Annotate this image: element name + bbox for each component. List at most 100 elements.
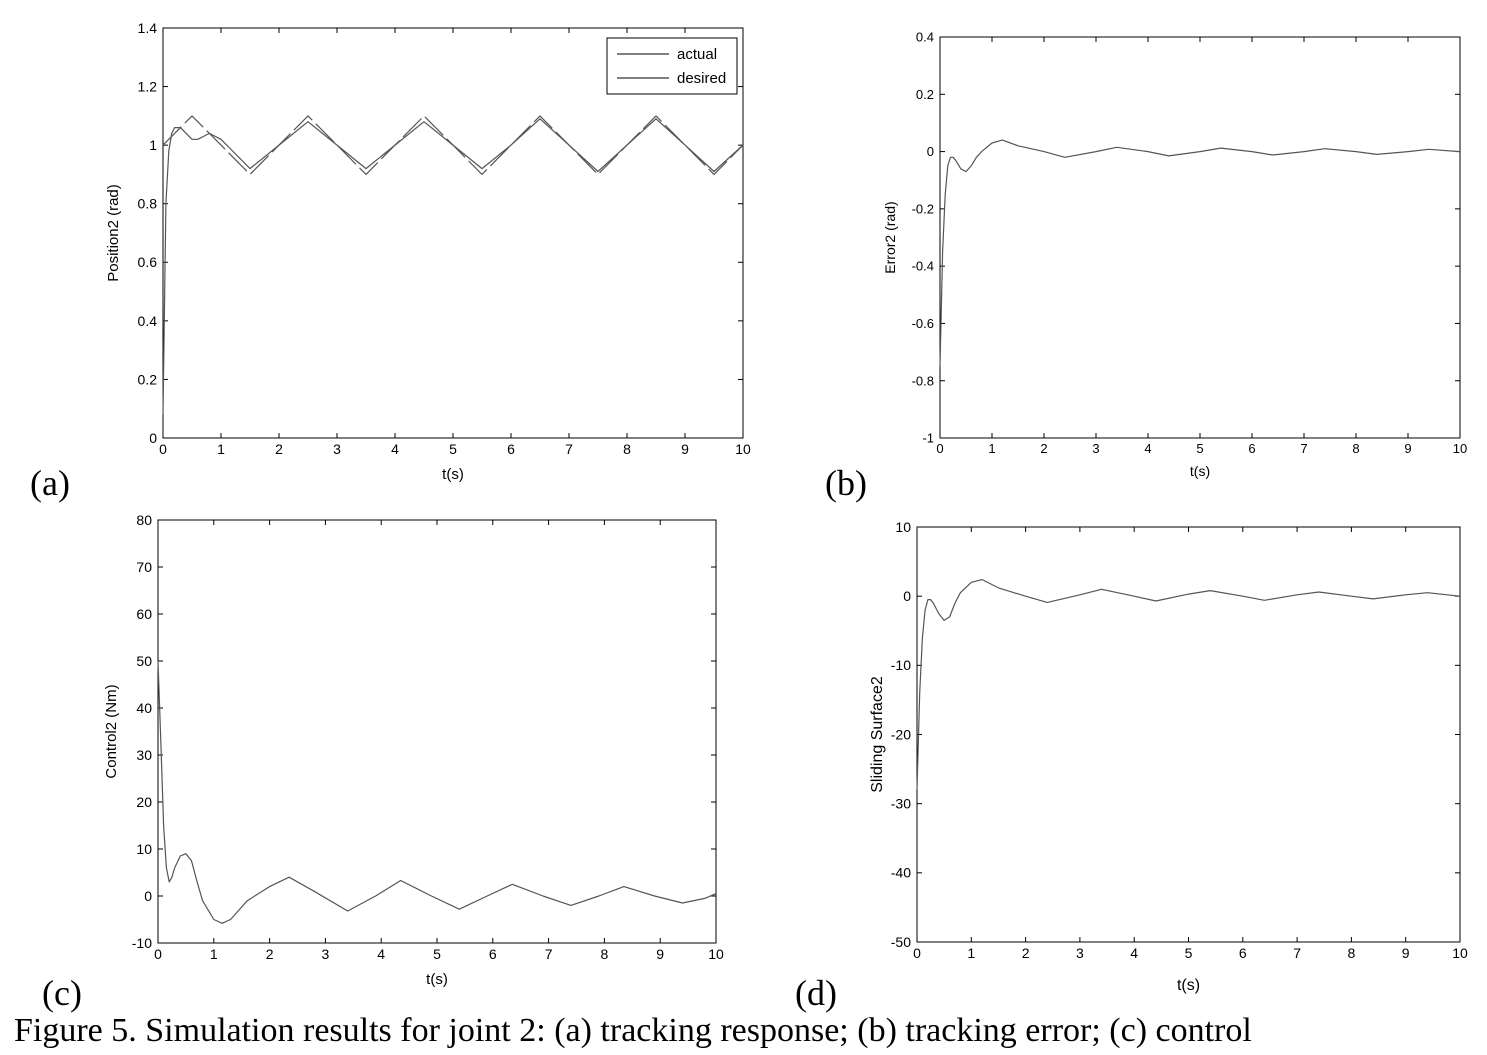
x-tick-label: 2 bbox=[275, 441, 283, 457]
y-tick-label: 1 bbox=[149, 137, 157, 153]
y-tick-label: 1.4 bbox=[138, 20, 158, 36]
y-tick-label: -30 bbox=[891, 796, 911, 812]
y-tick-label: -40 bbox=[891, 865, 911, 881]
x-tick-label: 9 bbox=[1402, 945, 1410, 961]
x-tick-label: 1 bbox=[988, 441, 995, 456]
x-tick-label: 2 bbox=[266, 946, 274, 962]
x-axis-label: t(s) bbox=[1190, 463, 1210, 479]
plot-frame bbox=[916, 526, 1461, 943]
x-tick-label: 10 bbox=[708, 946, 724, 962]
y-tick-label: 0 bbox=[927, 144, 934, 159]
x-tick-label: 4 bbox=[377, 946, 385, 962]
y-tick-label: 0.8 bbox=[138, 196, 158, 212]
series-line-actual bbox=[162, 118, 744, 415]
x-tick-label: 0 bbox=[154, 946, 162, 962]
figure-caption: Figure 5. Simulation results for joint 2… bbox=[14, 1012, 1252, 1049]
x-tick-label: 7 bbox=[545, 946, 553, 962]
x-tick-label: 6 bbox=[1239, 945, 1247, 961]
x-tick-label: 1 bbox=[967, 945, 975, 961]
y-tick-label: 20 bbox=[136, 794, 152, 810]
y-axis-label: Position2 (rad) bbox=[105, 184, 122, 282]
y-axis-label: Error2 (rad) bbox=[882, 201, 898, 273]
panel-label-a: (a) bbox=[30, 463, 70, 503]
series-line-desired bbox=[162, 115, 744, 175]
y-tick-label: 70 bbox=[136, 559, 152, 575]
x-tick-label: 3 bbox=[333, 441, 341, 457]
panel-label-d: (d) bbox=[795, 973, 837, 1013]
x-tick-label: 6 bbox=[489, 946, 497, 962]
y-tick-label: -10 bbox=[132, 935, 152, 951]
x-tick-label: 5 bbox=[433, 946, 441, 962]
y-tick-label: 0.2 bbox=[138, 371, 158, 387]
y-tick-label: -0.6 bbox=[912, 316, 934, 331]
series-line bbox=[939, 139, 1461, 367]
x-tick-label: 7 bbox=[1293, 945, 1301, 961]
chart-d: 0 1 2 3 4 5 6 7 8 9 10 -50 -40 -30 -20 -10 0 10 t(s) Slidin… bbox=[869, 519, 1468, 994]
x-tick-label: 3 bbox=[1076, 945, 1084, 961]
y-tick-label: 10 bbox=[895, 519, 911, 535]
series-line bbox=[916, 578, 1461, 790]
y-tick-label: 0.6 bbox=[138, 254, 158, 270]
x-tick-label: 2 bbox=[1040, 441, 1047, 456]
y-tick-label: -50 bbox=[891, 934, 911, 950]
x-tick-label: 7 bbox=[565, 441, 573, 457]
x-tick-label: 6 bbox=[507, 441, 515, 457]
y-tick-label: 0.2 bbox=[916, 87, 934, 102]
y-tick-label: 50 bbox=[136, 653, 152, 669]
x-tick-label: 4 bbox=[1130, 945, 1138, 961]
x-tick-label: 0 bbox=[936, 441, 943, 456]
x-tick-label: 10 bbox=[1452, 945, 1468, 961]
y-tick-label: 0 bbox=[903, 588, 911, 604]
x-tick-label: 6 bbox=[1248, 441, 1255, 456]
y-tick-label: 0.4 bbox=[916, 30, 934, 45]
x-tick-label: 3 bbox=[1092, 441, 1099, 456]
panel-label-c: (c) bbox=[42, 973, 82, 1013]
legend: actual desired bbox=[606, 37, 738, 95]
y-axis-label: Sliding Surface2 bbox=[869, 676, 886, 793]
x-axis-label: t(s) bbox=[1177, 977, 1200, 994]
x-tick-label: 5 bbox=[1185, 945, 1193, 961]
plot-frame bbox=[939, 36, 1461, 439]
y-tick-label: 1.2 bbox=[138, 78, 158, 94]
x-tick-label: 8 bbox=[1348, 945, 1356, 961]
x-tick-label: 10 bbox=[735, 441, 751, 457]
y-tick-label: 0 bbox=[144, 888, 152, 904]
y-tick-label: -0.4 bbox=[912, 259, 934, 274]
y-axis-label: Control2 (Nm) bbox=[103, 684, 120, 778]
y-tick-label: 30 bbox=[136, 747, 152, 763]
legend-box bbox=[606, 37, 738, 95]
x-tick-label: 5 bbox=[449, 441, 457, 457]
y-tick-label: 0 bbox=[149, 430, 157, 446]
x-tick-label: 1 bbox=[217, 441, 225, 457]
x-axis-label: t(s) bbox=[442, 466, 464, 483]
legend-label-actual: actual bbox=[677, 46, 717, 63]
plot-frame bbox=[157, 519, 717, 944]
y-tick-label: 0.4 bbox=[138, 313, 158, 329]
x-tick-label: 1 bbox=[210, 946, 218, 962]
panel-label-b: (b) bbox=[825, 463, 867, 503]
x-tick-label: 9 bbox=[681, 441, 689, 457]
x-tick-label: 0 bbox=[159, 441, 167, 457]
series-line bbox=[157, 660, 717, 924]
chart-c: 0 1 2 3 4 5 6 7 8 9 10-1001020304050607080t(s)Cont… bbox=[103, 512, 724, 988]
x-tick-label: 9 bbox=[656, 946, 664, 962]
chart-b: 0 1 2 3 4 5 6 7 8 9 10 -1 -0.8 -0.6 -0.4 -0.2 0 0.2 0.4 t(s… bbox=[882, 30, 1467, 479]
x-tick-label: 7 bbox=[1300, 441, 1307, 456]
x-tick-label: 8 bbox=[1352, 441, 1359, 456]
x-tick-label: 5 bbox=[1196, 441, 1203, 456]
y-tick-label: -0.2 bbox=[912, 201, 934, 216]
x-tick-label: 3 bbox=[322, 946, 330, 962]
chart-a: 0 1 2 3 4 5 6 7 8 9 10 0 0.2 0.4 0.6 0.8 1 1.2 1.4 t(s) Posi… bbox=[105, 20, 751, 483]
x-tick-label: 10 bbox=[1453, 441, 1467, 456]
x-tick-label: 4 bbox=[1144, 441, 1151, 456]
y-tick-label: -1 bbox=[922, 431, 934, 446]
y-tick-label: -20 bbox=[891, 726, 911, 742]
y-tick-label: -10 bbox=[891, 657, 911, 673]
x-tick-label: 4 bbox=[391, 441, 399, 457]
y-tick-label: 60 bbox=[136, 606, 152, 622]
x-axis-label: t(s) bbox=[426, 971, 448, 988]
x-tick-label: 9 bbox=[1404, 441, 1411, 456]
legend-label-desired: desired bbox=[677, 70, 726, 87]
